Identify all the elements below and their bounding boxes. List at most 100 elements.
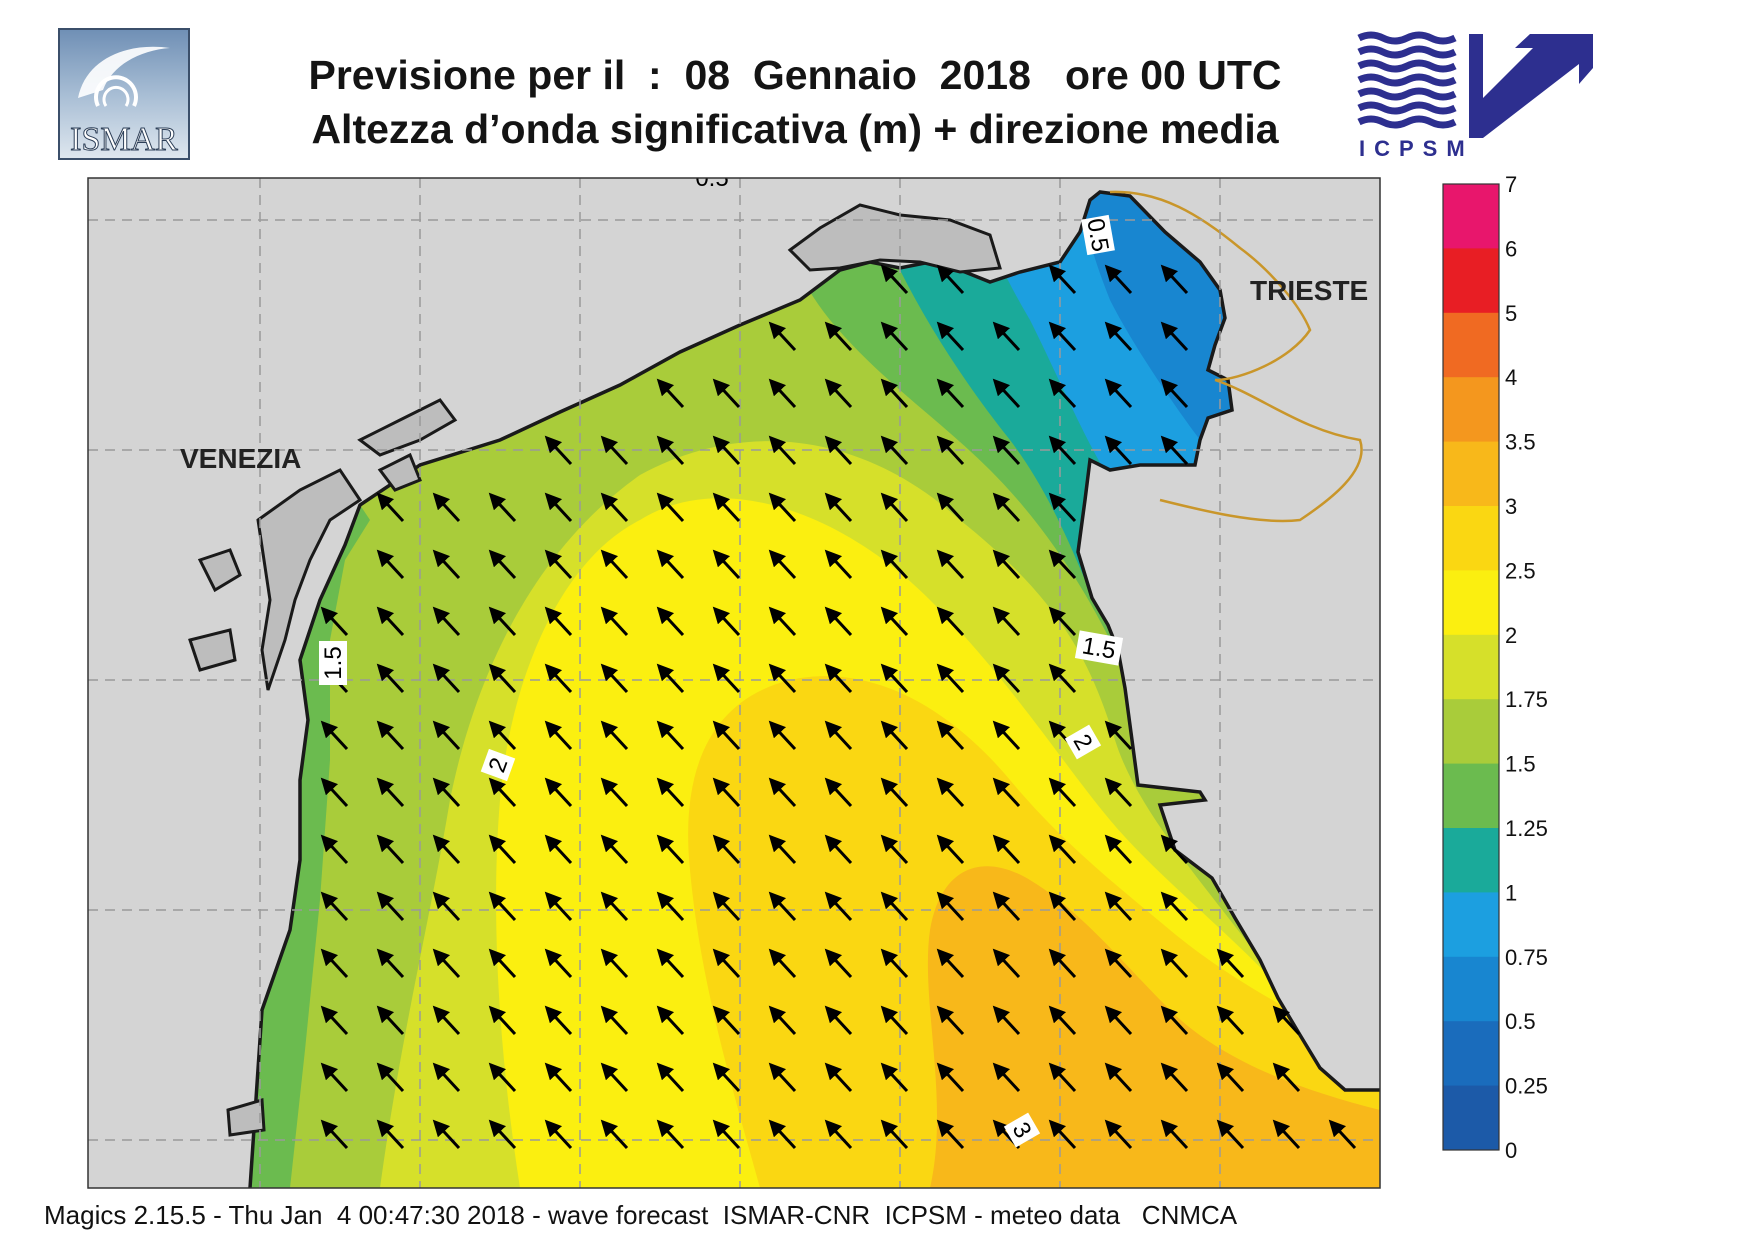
- wave-arrow: [992, 777, 1021, 808]
- legend-tick-label: 2.5: [1505, 558, 1536, 583]
- wave-arrow: [376, 663, 405, 694]
- legend-tick-label: 0: [1505, 1138, 1517, 1163]
- wave-arrow: [992, 663, 1021, 694]
- contour-label: 0.5: [1081, 216, 1113, 254]
- wave-arrow: [432, 1005, 461, 1036]
- wave-arrow: [544, 492, 573, 523]
- wave-arrow: [1048, 1062, 1077, 1093]
- wave-arrow: [1104, 720, 1133, 751]
- wave-arrow: [824, 663, 853, 694]
- wave-arrow: [936, 435, 965, 466]
- wave-arrow: [1160, 948, 1189, 979]
- wave-arrow: [824, 891, 853, 922]
- place-label-venezia: VENEZIA: [180, 443, 301, 474]
- wave-arrow: [768, 1119, 797, 1150]
- wave-arrow: [1216, 948, 1245, 979]
- wave-arrow: [656, 435, 685, 466]
- wave-arrow: [1104, 834, 1133, 865]
- wave-arrow: [824, 1005, 853, 1036]
- wave-arrow: [600, 777, 629, 808]
- wave-arrow: [936, 549, 965, 580]
- wave-arrow: [712, 834, 741, 865]
- legend-tick-label: 0.75: [1505, 945, 1548, 970]
- wave-arrow: [656, 549, 685, 580]
- wave-arrow: [1160, 264, 1189, 295]
- wave-arrow: [712, 1062, 741, 1093]
- icpsm-logo-text: ICPSM: [1359, 136, 1474, 161]
- legend-swatch: [1443, 828, 1499, 893]
- wave-arrow: [1048, 948, 1077, 979]
- wave-arrow: [712, 1005, 741, 1036]
- wave-arrow: [824, 321, 853, 352]
- wave-arrow: [544, 1005, 573, 1036]
- place-label-trieste: TRIESTE: [1250, 275, 1368, 306]
- wave-arrow: [768, 549, 797, 580]
- wave-arrow: [992, 948, 1021, 979]
- legend-swatch: [1443, 570, 1499, 636]
- wave-arrow: [432, 1062, 461, 1093]
- map-frame: [87, 177, 1381, 1189]
- wave-arrow: [936, 378, 965, 409]
- legend-swatches: [1443, 184, 1499, 1151]
- contour-labels: 0.5 0.5 1.5 1.5 2 2 3: [319, 178, 1124, 1148]
- wave-arrow: [376, 891, 405, 922]
- wave-arrow: [488, 1062, 517, 1093]
- wave-arrow: [1048, 549, 1077, 580]
- wave-arrow: [488, 948, 517, 979]
- wave-arrow: [544, 549, 573, 580]
- ismar-logo-text: ISMAR: [70, 121, 178, 158]
- wave-arrow: [432, 663, 461, 694]
- wave-arrow: [936, 321, 965, 352]
- wave-arrow: [656, 492, 685, 523]
- wave-arrow: [320, 948, 349, 979]
- wave-arrow: [1160, 1062, 1189, 1093]
- wave-arrow: [880, 264, 909, 295]
- wave-arrow: [432, 492, 461, 523]
- legend-tick-label: 6: [1505, 236, 1517, 261]
- wave-arrow: [768, 891, 797, 922]
- wave-arrow: [992, 891, 1021, 922]
- wave-arrow: [432, 606, 461, 637]
- wave-arrow: [936, 948, 965, 979]
- wave-arrow: [880, 606, 909, 637]
- wave-arrow: [824, 834, 853, 865]
- wave-arrow: [992, 549, 1021, 580]
- wave-arrow: [544, 948, 573, 979]
- wave-arrow: [656, 1005, 685, 1036]
- wave-arrow: [824, 1062, 853, 1093]
- wave-arrow: [992, 1005, 1021, 1036]
- wave-arrow: [376, 1062, 405, 1093]
- wave-arrow: [1048, 891, 1077, 922]
- wave-arrow: [432, 834, 461, 865]
- wave-arrow: [712, 1119, 741, 1150]
- wave-arrow: [768, 777, 797, 808]
- wave-arrow: [544, 1062, 573, 1093]
- wave-arrow: [376, 549, 405, 580]
- wave-arrow: [600, 606, 629, 637]
- wave-arrow: [880, 1005, 909, 1036]
- wave-arrow: [936, 834, 965, 865]
- wave-arrow: [768, 663, 797, 694]
- wave-arrow: [488, 492, 517, 523]
- wave-arrow: [320, 1005, 349, 1036]
- wave-arrow: [1160, 378, 1189, 409]
- wave-arrow: [936, 720, 965, 751]
- wave-arrow: [488, 720, 517, 751]
- wave-arrow: [432, 777, 461, 808]
- ismar-logo: ISMAR: [58, 28, 190, 160]
- wave-arrow: [992, 321, 1021, 352]
- wave-arrow: [1048, 321, 1077, 352]
- legend-tick-label: 3.5: [1505, 430, 1536, 455]
- wave-arrow: [712, 663, 741, 694]
- wave-arrow: [1160, 435, 1189, 466]
- wave-arrow: [488, 891, 517, 922]
- wave-arrow: [1104, 264, 1133, 295]
- wave-arrow: [768, 720, 797, 751]
- wave-arrow: [992, 378, 1021, 409]
- legend-tick-label: 1.75: [1505, 687, 1548, 712]
- wave-arrow: [768, 606, 797, 637]
- wave-arrow: [1104, 435, 1133, 466]
- wave-arrow: [656, 834, 685, 865]
- legend-swatch: [1443, 506, 1499, 571]
- wave-arrow: [768, 948, 797, 979]
